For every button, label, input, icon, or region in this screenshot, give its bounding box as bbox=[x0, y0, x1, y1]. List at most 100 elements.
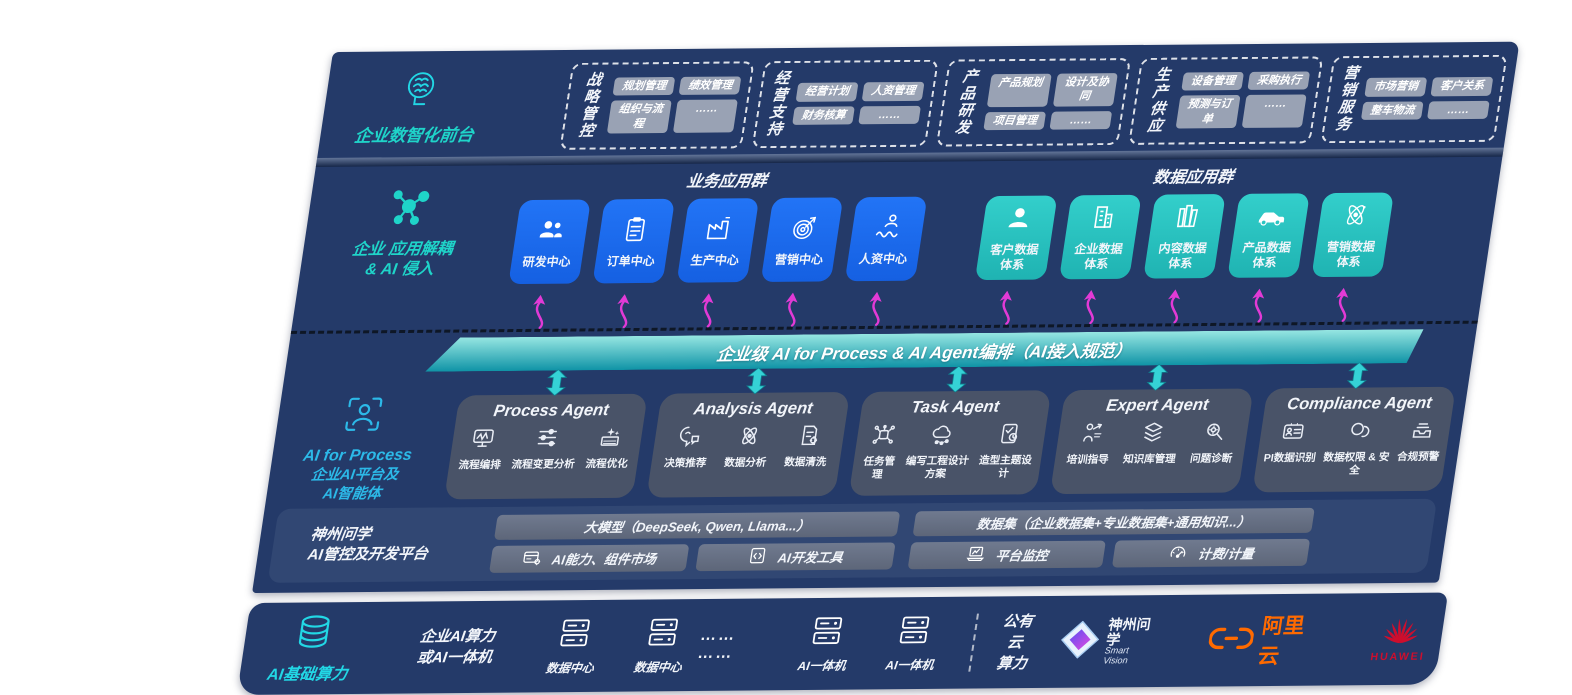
robot-net-icon bbox=[869, 423, 897, 452]
curve-arrow-icon bbox=[1158, 289, 1189, 323]
frame-person-icon bbox=[339, 393, 388, 440]
agent-item: 编写工程设计方案 bbox=[897, 422, 980, 492]
front-office-layer: 企业数智化前台 战略 管控 规划管理 绩效管理 组织与流程 …… bbox=[317, 46, 1519, 158]
group-marketing: 营销 服务 市场营销 客户关系 整车物流 …… bbox=[1320, 54, 1508, 143]
curve-arrow-icon bbox=[990, 291, 1021, 325]
ai-appliance-node: AI一体机 bbox=[787, 614, 864, 674]
public-cloud-label: 公有云 算力 bbox=[995, 612, 1035, 672]
books-icon bbox=[1170, 201, 1205, 235]
tablet-check-icon bbox=[995, 421, 1023, 450]
smartvision-logo: 神州问学 Smart Vision bbox=[1057, 616, 1154, 666]
double-arrow-icon bbox=[545, 370, 569, 396]
front-office-groups: 战略 管控 规划管理 绩效管理 组织与流程 …… 经营 支持 bbox=[559, 54, 1508, 150]
ai-appliance-node: AI一体机 bbox=[874, 613, 951, 673]
main-panel: 企业数智化前台 战略 管控 规划管理 绩效管理 组织与流程 …… bbox=[252, 41, 1520, 593]
car-icon bbox=[1254, 200, 1289, 234]
ellipsis-text: …… …… bbox=[696, 626, 738, 663]
agent-layer-label: AI for Process 企业AI平台及 AI智能体 bbox=[272, 393, 446, 502]
chip: 组织与流程 bbox=[607, 100, 673, 134]
group-label: 供应 bbox=[1146, 100, 1167, 136]
group-label: 支持 bbox=[765, 103, 786, 139]
tile-label: 研发中心 bbox=[521, 254, 572, 269]
doc-code-icon bbox=[746, 546, 769, 569]
team-icon bbox=[534, 214, 569, 248]
person-activity-icon bbox=[870, 211, 905, 245]
datacenter-node: 数据中心 bbox=[535, 616, 612, 676]
atom-icon bbox=[1338, 200, 1373, 234]
chip: 项目管理 bbox=[983, 111, 1047, 131]
app-layer-title: 企业 应用解耦 bbox=[350, 240, 455, 259]
monitor-wave-icon bbox=[469, 426, 497, 455]
process-agent-card: Process Agent 流程编排 流程变更分析 流程优化 bbox=[444, 393, 648, 500]
chip: 规划管理 bbox=[612, 77, 676, 96]
curve-arrow-icon bbox=[860, 292, 891, 326]
agent-item: 数据清洗 bbox=[778, 423, 834, 492]
layers-icon bbox=[1139, 420, 1167, 449]
scope-gear-icon bbox=[1201, 420, 1229, 449]
agent-item: 数据权限 & 安全 bbox=[1314, 418, 1400, 488]
agent-item: 流程优化 bbox=[579, 425, 635, 494]
double-arrow-icon bbox=[1145, 364, 1169, 390]
monitor-bar: 平台监控 bbox=[907, 540, 1106, 570]
user-icon bbox=[1001, 203, 1036, 237]
data-group-title: 数据应用群 bbox=[1151, 168, 1235, 187]
app-layer-label: 企业 应用解耦 & AI 侵入 bbox=[310, 167, 499, 296]
aliyun-bracket-icon bbox=[1207, 626, 1255, 655]
gauge-icon bbox=[1166, 542, 1189, 565]
tile-label: 营销中心 bbox=[773, 251, 825, 267]
tile-content-data: 内容数据 体系 bbox=[1143, 194, 1226, 279]
agent-title: Expert Agent bbox=[1104, 395, 1210, 415]
platform-layer: 神州问学 AI管控及开发平台 大模型（DeepSeek, Qwen, Llama… bbox=[267, 498, 1438, 583]
group-label: 战略 bbox=[582, 71, 603, 106]
chip: …… bbox=[858, 105, 922, 125]
chip: 客户关系 bbox=[1430, 77, 1494, 96]
server-icon bbox=[896, 614, 934, 651]
spark-box-icon bbox=[596, 425, 624, 454]
front-office-title: 企业数智化前台 bbox=[353, 125, 476, 146]
head-chat-icon bbox=[675, 424, 703, 453]
cloud-net-icon bbox=[927, 422, 955, 451]
dataset-bar: 数据集（企业数据集+专业数据集+通用知识...） bbox=[912, 507, 1315, 537]
laptop-chart-icon bbox=[964, 544, 987, 567]
agent-item: 流程变更分析 bbox=[505, 425, 582, 495]
chip: 产品规划 bbox=[986, 73, 1052, 107]
database-icon bbox=[289, 612, 338, 659]
chip: 整车物流 bbox=[1360, 100, 1424, 120]
tile-label: 产品数据 体系 bbox=[1241, 240, 1292, 270]
building-icon bbox=[1085, 202, 1120, 236]
agent-item: 流程编排 bbox=[452, 426, 508, 495]
trainer-icon bbox=[1077, 421, 1105, 450]
aliyun-logo: 阿里云 bbox=[1205, 610, 1316, 671]
chip: 设计及协同 bbox=[1053, 73, 1119, 107]
compute-label: AI基础算力 bbox=[252, 611, 370, 685]
double-arrow-icon bbox=[1346, 363, 1370, 389]
agent-item: 问题诊断 bbox=[1184, 420, 1240, 489]
chip: 经营计划 bbox=[795, 82, 859, 102]
enterprise-compute-label: 企业AI算力 或AI一体机 bbox=[415, 627, 497, 667]
doc-gear-icon bbox=[795, 423, 823, 452]
double-arrow-icon bbox=[945, 366, 969, 392]
server-icon bbox=[644, 616, 682, 653]
group-label: 生产 bbox=[1151, 66, 1172, 101]
atom-icon bbox=[735, 424, 763, 453]
application-layer: 企业 应用解耦 & AI 侵入 业务应用群 研发中心 订单中心 bbox=[296, 157, 1502, 297]
curve-arrow-icon bbox=[524, 295, 555, 329]
group-label: 产品 bbox=[959, 67, 980, 103]
chip: …… bbox=[1427, 100, 1490, 120]
chip: 预测与订单 bbox=[1175, 95, 1241, 129]
tile-hr-center: 人资中心 bbox=[844, 196, 928, 282]
chip: …… bbox=[1241, 94, 1307, 128]
app-layer-title: & AI 侵入 bbox=[364, 260, 435, 278]
datacenter-node: 数据中心 bbox=[623, 616, 700, 676]
flow-sliders-icon bbox=[533, 426, 561, 455]
tile-order-center: 订单中心 bbox=[592, 198, 676, 284]
curve-arrow-icon bbox=[608, 294, 639, 328]
agent-title: Task Agent bbox=[910, 397, 1001, 417]
agent-layer-subtitle: AI智能体 bbox=[321, 485, 383, 502]
agent-layer-title: AI for Process bbox=[301, 447, 414, 466]
group-label: 营销 bbox=[1339, 64, 1360, 99]
server-icon bbox=[556, 616, 594, 653]
brain-head-icon bbox=[394, 68, 448, 119]
group-label: 管控 bbox=[577, 105, 598, 140]
chip: 绩效管理 bbox=[678, 76, 742, 96]
